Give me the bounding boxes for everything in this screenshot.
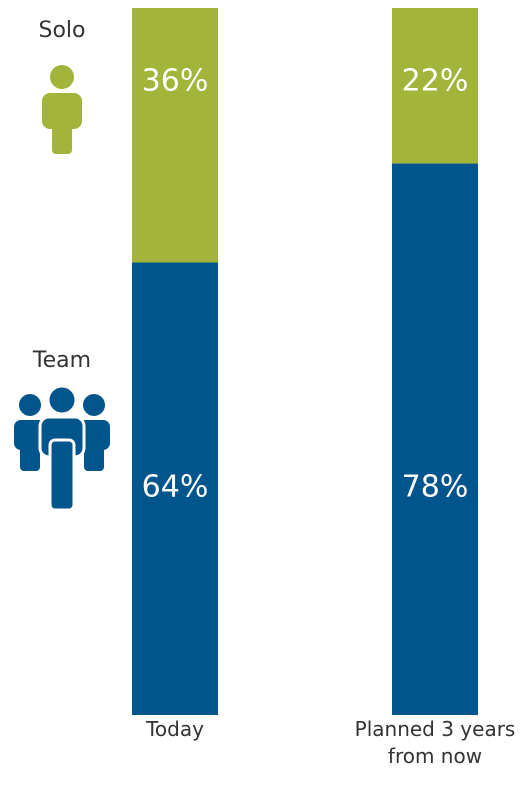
bar-segment [132, 8, 218, 263]
legend-label: Team [32, 348, 91, 373]
x-tick-label: Planned 3 years from now [354, 717, 516, 768]
legend-icon [42, 65, 82, 154]
data-label: 22% [402, 64, 469, 99]
data-label: 78% [402, 470, 469, 505]
legend-label: Solo [39, 18, 86, 43]
data-label: 36% [142, 64, 209, 99]
bar-segment [392, 163, 478, 716]
x-tick-label: Today [146, 717, 204, 741]
data-label: 64% [142, 470, 209, 505]
legend-icon [14, 384, 110, 512]
bar-segment [392, 8, 478, 164]
bar-segment [132, 262, 218, 715]
